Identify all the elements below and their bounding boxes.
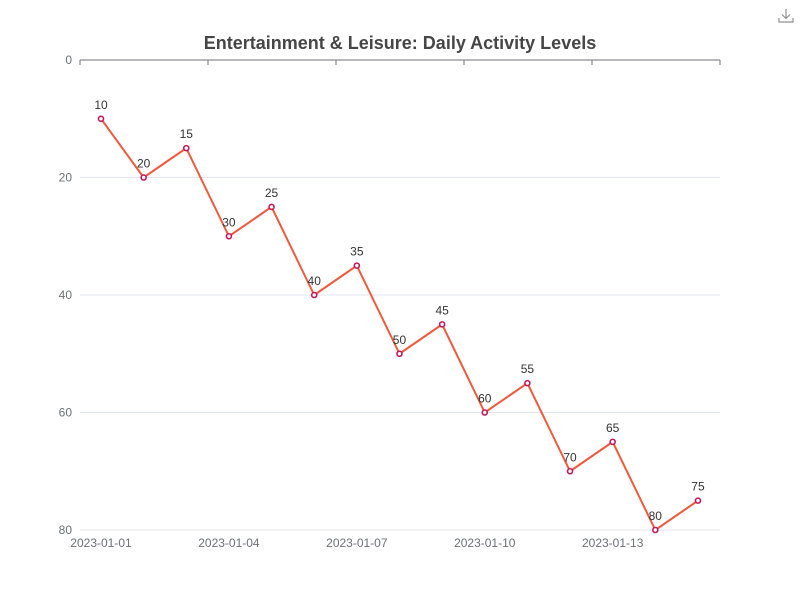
data-label: 35 <box>350 245 364 259</box>
series-line <box>100 118 699 531</box>
download-icon <box>778 9 794 23</box>
x-tick-label: 2023-01-04 <box>198 536 260 550</box>
data-label: 10 <box>94 98 108 112</box>
x-tick-label: 2023-01-07 <box>326 536 388 550</box>
chart-title: Entertainment & Leisure: Daily Activity … <box>204 33 596 53</box>
data-label: 45 <box>435 303 449 317</box>
data-point[interactable] <box>396 350 403 358</box>
data-point[interactable] <box>566 467 574 475</box>
x-tick-label: 2023-01-01 <box>70 536 132 550</box>
data-label: 50 <box>393 333 407 347</box>
data-point[interactable] <box>652 526 659 534</box>
data-label: 75 <box>691 480 705 494</box>
data-label: 80 <box>649 509 663 523</box>
data-label: 40 <box>308 274 322 288</box>
data-point[interactable] <box>438 321 446 328</box>
data-point[interactable] <box>225 232 233 240</box>
x-tick-label: 2023-01-10 <box>454 536 516 550</box>
x-tick-label: 2023-01-13 <box>582 536 644 550</box>
data-point[interactable] <box>524 379 531 387</box>
data-label: 60 <box>478 392 492 406</box>
data-label: 55 <box>521 362 535 376</box>
y-tick-label: 20 <box>59 171 73 185</box>
data-label: 65 <box>606 421 620 435</box>
data-point[interactable] <box>268 203 275 211</box>
series-line-group <box>100 118 699 531</box>
data-label: 20 <box>137 157 151 171</box>
y-tick-label: 80 <box>59 523 73 537</box>
data-label: 15 <box>180 127 194 141</box>
data-points <box>97 115 702 534</box>
download-button[interactable] <box>776 6 796 26</box>
y-tick-label: 40 <box>59 288 73 302</box>
data-point[interactable] <box>481 409 489 416</box>
data-point[interactable] <box>609 438 616 446</box>
y-tick-label: 0 <box>65 53 72 67</box>
data-point[interactable] <box>353 262 361 269</box>
data-point[interactable] <box>182 144 190 152</box>
data-point[interactable] <box>140 174 147 181</box>
data-point[interactable] <box>97 115 105 123</box>
data-label: 70 <box>563 450 577 464</box>
data-label: 30 <box>222 215 236 229</box>
data-point[interactable] <box>694 497 702 504</box>
data-point[interactable] <box>310 291 318 299</box>
data-label: 25 <box>265 186 279 200</box>
data-labels: 10 20 15 30 25 40 35 50 45 60 55 70 65 80 75 <box>94 98 705 523</box>
y-tick-label: 60 <box>59 406 73 420</box>
grid-lines <box>80 177 720 531</box>
